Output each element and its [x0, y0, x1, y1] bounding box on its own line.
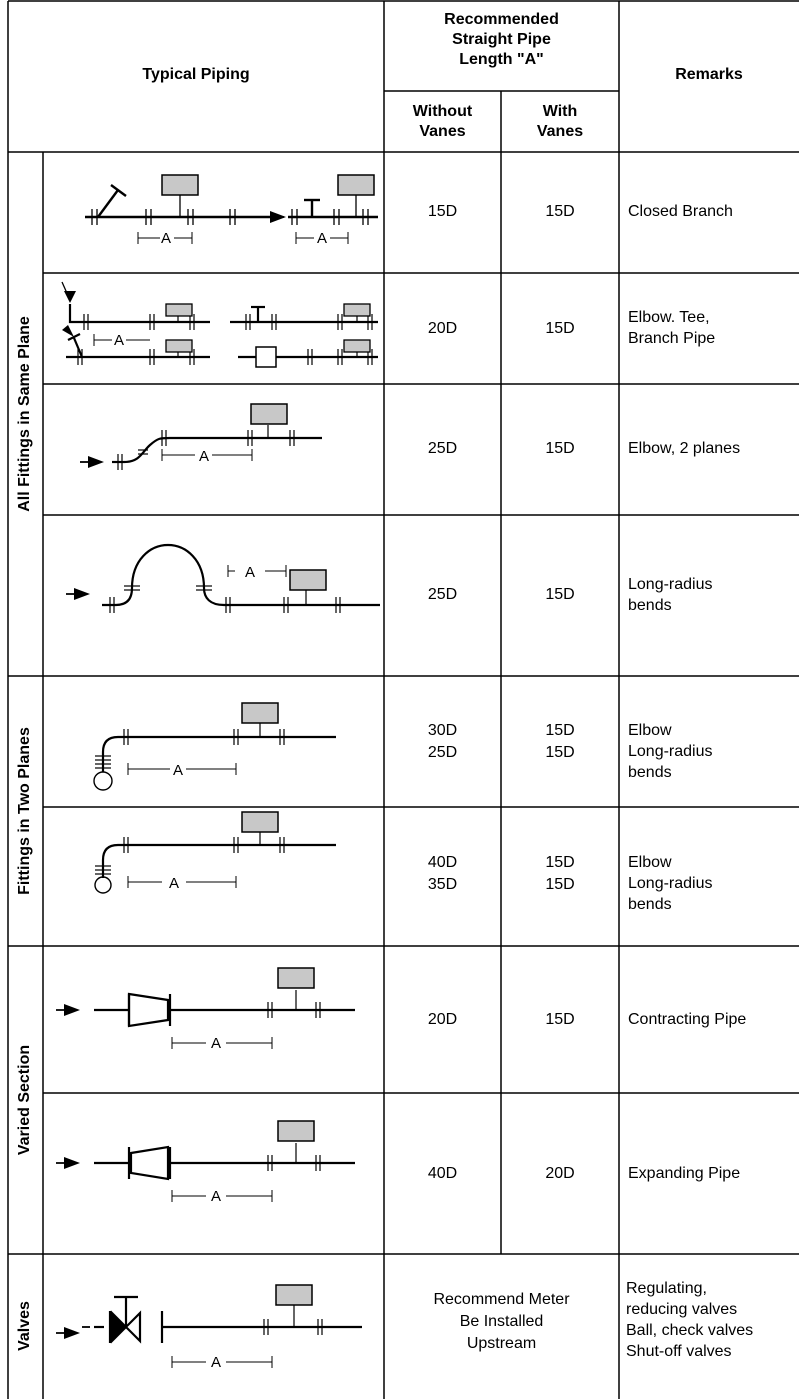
- meter-box: [289, 569, 327, 591]
- meter-box: [250, 403, 288, 425]
- meter-box: [343, 303, 371, 317]
- meter-box: [275, 1284, 313, 1306]
- row-6-remarks: Elbow Long-radius bends: [628, 854, 713, 913]
- dimension-label: A: [161, 230, 171, 247]
- row-2-remarks: Elbow. Tee, Branch Pipe: [628, 309, 716, 347]
- row-8-without-vanes: 40D: [427, 1165, 458, 1182]
- row-1-without-vanes: 15D: [427, 203, 458, 220]
- dimension-label: A: [199, 448, 209, 465]
- dimension-label: A: [317, 230, 327, 247]
- meter-box: [343, 339, 371, 353]
- dimension-label: A: [169, 875, 179, 892]
- flow-arrow-icon: [62, 325, 74, 337]
- dimension-label: A: [211, 1035, 221, 1052]
- row-6-without-vanes: 40D 35D: [427, 854, 458, 893]
- diagram-valve: [56, 1295, 362, 1368]
- header-without-vanes: Without Vanes: [412, 103, 473, 140]
- row-1-with-vanes: 15D: [545, 203, 575, 220]
- meter-box: [165, 303, 193, 317]
- row-7-without-vanes: 20D: [427, 1011, 458, 1028]
- flow-arrow-icon: [270, 211, 286, 223]
- flow-arrow-icon: [88, 456, 104, 468]
- header-with-vanes: With Vanes: [536, 103, 584, 140]
- row-8-remarks: Expanding Pipe: [628, 1165, 741, 1182]
- diagram-elbow-out-of-plane-2: [94, 832, 336, 894]
- meter-box: [277, 967, 315, 989]
- row-9-remarks: Regulating, reducing valves Ball, check …: [626, 1280, 754, 1360]
- row-3-remarks: Elbow, 2 planes: [628, 440, 741, 457]
- row-7-with-vanes: 15D: [545, 1011, 575, 1028]
- row-3-with-vanes: 15D: [545, 440, 575, 457]
- flow-arrow-icon: [64, 1004, 80, 1016]
- row-4-with-vanes: 15D: [545, 586, 575, 603]
- header-typical-piping: Typical Piping: [142, 66, 250, 83]
- group-label-varied-section: Varied Section: [16, 1044, 33, 1156]
- row-6-with-vanes: 15D 15D: [545, 854, 575, 893]
- row-9-recommendation: Recommend Meter Be Installed Upstream: [433, 1291, 570, 1352]
- diagram-elbow-two-planes: [80, 425, 322, 470]
- row-2-with-vanes: 15D: [545, 320, 575, 337]
- flow-arrow-icon: [64, 1327, 80, 1339]
- diagram-expanding-pipe: [56, 1143, 355, 1202]
- row-1-remarks: Closed Branch: [628, 203, 733, 220]
- meter-box: [161, 174, 199, 196]
- header-remarks: Remarks: [675, 66, 743, 83]
- row-7-remarks: Contracting Pipe: [628, 1011, 747, 1028]
- dimension-label: A: [211, 1188, 221, 1205]
- group-label-two-planes: Fittings in Two Planes: [16, 727, 33, 895]
- row-5-remarks: Elbow Long-radius bends: [628, 722, 713, 781]
- diagram-closed-branch: [85, 184, 378, 244]
- group-label-valves: Valves: [16, 1301, 33, 1351]
- meter-box: [241, 702, 279, 724]
- diagram-contracting-pipe: [56, 990, 355, 1049]
- meter-box: [337, 174, 375, 196]
- diagram-elbow-tee-branch: [61, 281, 378, 365]
- row-5-without-vanes: 30D 25D: [427, 722, 458, 761]
- diagram-elbow-out-of-plane-1: [93, 723, 336, 791]
- dimension-label: A: [114, 332, 124, 349]
- diagram-long-radius-bends: [66, 543, 380, 613]
- device-box: [255, 346, 277, 368]
- row-5-with-vanes: 15D 15D: [545, 722, 575, 761]
- flow-arrow-icon: [64, 291, 76, 303]
- group-label-same-plane: All Fittings in Same Plane: [16, 316, 33, 512]
- header-recommended-length: Recommended Straight Pipe Length "A": [444, 11, 559, 68]
- row-2-without-vanes: 20D: [427, 320, 458, 337]
- dimension-label: A: [245, 564, 255, 581]
- row-8-with-vanes: 20D: [545, 1165, 575, 1182]
- flow-arrow-icon: [64, 1157, 80, 1169]
- flow-arrow-icon: [74, 588, 90, 600]
- meter-box: [241, 811, 279, 833]
- meter-box: [165, 339, 193, 353]
- row-4-remarks: Long-radius bends: [628, 576, 713, 614]
- dimension-label: A: [173, 762, 183, 779]
- row-4-without-vanes: 25D: [427, 586, 458, 603]
- meter-box: [277, 1120, 315, 1142]
- row-3-without-vanes: 25D: [427, 440, 458, 457]
- dimension-label: A: [211, 1354, 221, 1371]
